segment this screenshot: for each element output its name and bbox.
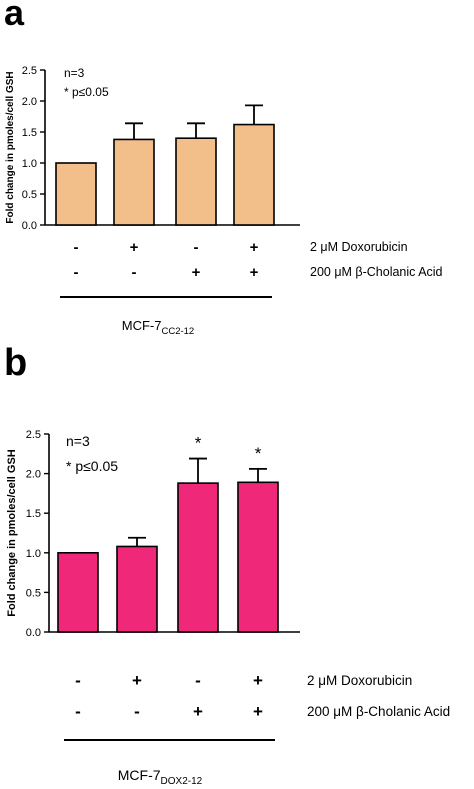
- treatment-sign: -: [74, 264, 79, 281]
- panel-letter: b: [4, 342, 28, 384]
- cell-line-name: MCF-7: [118, 767, 161, 783]
- cell-line-label: MCF-7CC2-12: [122, 318, 194, 337]
- treatment-sign: +: [193, 702, 203, 721]
- y-tick-label: 2.5: [26, 429, 41, 441]
- y-tick-label: 1.0: [22, 158, 37, 170]
- bar-chart-a: 0.0 0.5 1.0 1.5 2.0 2.5 Fold change in pmoles/…: [5, 65, 443, 337]
- y-tick-label: 2.0: [26, 469, 41, 481]
- cell-line-label: MCF-7DOX2-12: [118, 767, 203, 787]
- bar: [175, 137, 217, 226]
- cell-line-name: MCF-7: [122, 318, 162, 333]
- y-tick-label: 1.5: [26, 508, 41, 520]
- condition-label-cholanic-acid: 200 μM β-Cholanic Acid: [307, 704, 450, 719]
- significance-marker: *: [195, 434, 202, 453]
- panel-b: b 0.0 0.5 1.0 1.5 2.0 2.5 Fold change in pmole…: [0, 342, 474, 789]
- panel-letter: a: [4, 0, 25, 33]
- treatment-sign: -: [75, 702, 81, 721]
- treatment-sign: +: [130, 239, 139, 256]
- treatment-sign: -: [74, 239, 79, 256]
- y-tick-label: 2.5: [22, 65, 37, 77]
- cell-line-subscript: CC2-12: [161, 326, 194, 337]
- significance-marker: *: [255, 444, 262, 463]
- condition-label-doxorubicin: 2 μM Doxorubicin: [307, 673, 412, 688]
- panel-a: a 0.0 0.5 1.0 1.5 2.0 2.5 Fold change in pmole…: [0, 0, 474, 340]
- bar: [113, 138, 155, 226]
- treatment-sign: +: [250, 239, 259, 256]
- y-tick-label: 0.0: [22, 220, 37, 232]
- y-axis-title: Fold change in pmoles/cell GSH: [5, 71, 16, 223]
- bar: [55, 162, 97, 226]
- bar: [116, 545, 158, 633]
- y-tick-label: 0.0: [26, 627, 41, 639]
- y-tick-label: 1.5: [22, 127, 37, 139]
- y-axis-title: Fold change in pmoles/cell GSH: [6, 449, 18, 617]
- y-tick-label: 0.5: [22, 189, 37, 201]
- condition-label-doxorubicin: 2 μM Doxorubicin: [310, 240, 408, 254]
- bar: [177, 482, 219, 633]
- cell-line-subscript: DOX2-12: [161, 776, 203, 787]
- annotation-text: * p≤0.05: [66, 458, 118, 474]
- y-tick-label: 1.0: [26, 548, 41, 560]
- y-tick-label: 2.0: [22, 96, 37, 108]
- condition-label-cholanic-acid: 200 μM β-Cholanic Acid: [310, 265, 443, 279]
- bar: [233, 123, 275, 226]
- annotation-text: n=3: [66, 433, 90, 449]
- treatment-sign: -: [194, 239, 199, 256]
- annotation-text: n=3: [64, 66, 85, 80]
- treatment-sign: -: [75, 671, 81, 690]
- treatment-sign: +: [192, 264, 201, 281]
- treatment-sign: -: [132, 264, 137, 281]
- annotation-text: * p≤0.05: [64, 85, 109, 99]
- treatment-sign: -: [134, 702, 140, 721]
- y-tick-label: 0.5: [26, 587, 41, 599]
- bar: [237, 481, 279, 633]
- bar-chart-b: 0.0 0.5 1.0 1.5 2.0 2.5 Fold change in pmoles/…: [6, 429, 450, 787]
- bar: [57, 552, 99, 633]
- treatment-sign: +: [253, 671, 263, 690]
- treatment-sign: +: [250, 264, 259, 281]
- treatment-sign: +: [253, 702, 263, 721]
- treatment-sign: -: [195, 671, 201, 690]
- treatment-sign: +: [132, 671, 142, 690]
